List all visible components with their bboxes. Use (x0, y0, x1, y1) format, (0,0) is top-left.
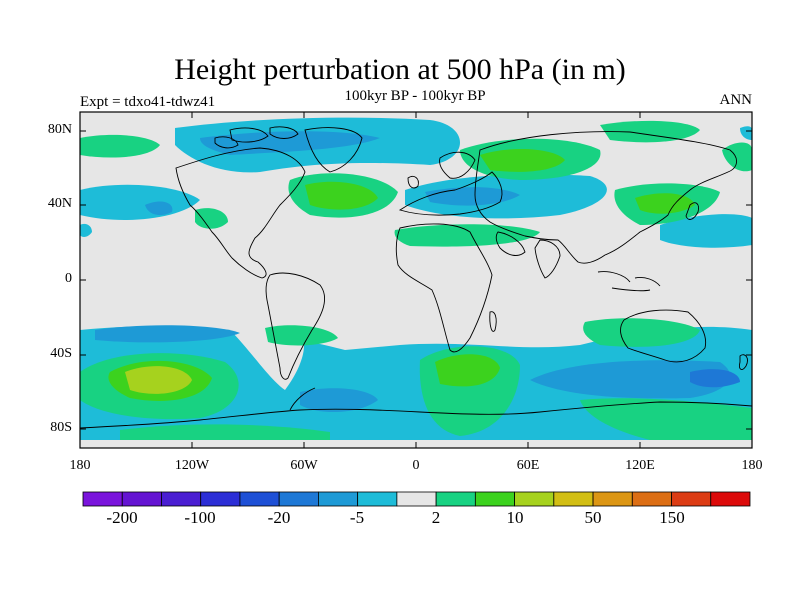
coastlines (80, 126, 752, 429)
contour-green-n-atlantic-2 (305, 181, 378, 210)
contour-green-antarctic (120, 424, 330, 440)
colorbar-label: 50 (584, 508, 602, 527)
coast-india (534, 239, 561, 279)
colorbar-swatch (318, 491, 359, 507)
coast-europe (398, 171, 503, 216)
x-tick-label: 60W (290, 458, 318, 473)
season-label: ANN (719, 92, 753, 108)
colorbar-swatch (121, 491, 162, 507)
x-ticks-bottom (79, 442, 753, 448)
colorbar-label: 2 (431, 508, 441, 527)
colorbar-swatch (514, 491, 555, 507)
y-tick-label: 0 (65, 271, 72, 286)
coast-greenland (304, 127, 363, 173)
coast-arabia (495, 231, 526, 256)
contour-blue-eurasia-dark (425, 187, 520, 206)
y-tick-label: 40S (50, 346, 72, 361)
period-label: 100kyr BP - 100kyr BP (344, 88, 486, 104)
colorbar-label: -100 (184, 508, 216, 527)
coast-south-america (265, 272, 325, 380)
coast-africa (395, 223, 493, 353)
contour-green-middle-east (394, 224, 540, 247)
contour-blue-south-dark-3 (690, 369, 740, 388)
contour-green-s-atlantic-2 (435, 354, 500, 387)
contour-blue-e-pacific (660, 214, 752, 248)
y-tick-label: 80N (47, 122, 72, 137)
coast-australia (620, 309, 707, 363)
colorbar-label: -5 (349, 508, 365, 527)
colorbar-swatch (239, 491, 280, 507)
colorbar-swatch (82, 491, 123, 507)
contour-blue-south-dark-2 (530, 360, 730, 399)
contour-green-nw-atlantic (195, 208, 228, 229)
colorbar-label: 10 (506, 508, 524, 527)
contour-blue-arctic-dark (200, 131, 380, 155)
colorbar-swatch (474, 491, 515, 507)
contour-green-sa (265, 325, 338, 346)
colorbar (82, 491, 751, 507)
colorbar-label: -200 (106, 508, 138, 527)
y-tick-label: 40N (47, 196, 72, 211)
x-ticks-top (79, 112, 753, 118)
colorbar-swatch (553, 491, 594, 507)
x-tick-label: 60E (516, 458, 540, 473)
colorbar-label: 150 (659, 508, 685, 527)
x-tick-label: 120E (625, 458, 655, 473)
colorbar-swatch (278, 491, 319, 507)
colorbar-label: -20 (267, 508, 291, 527)
colorbar-swatch (435, 491, 476, 507)
x-tick-label: 120W (174, 458, 210, 473)
contour-blue-n-pacific-dark (145, 201, 173, 216)
contour-blue-south-dark (95, 325, 240, 343)
colorbar-swatch (671, 491, 712, 507)
coast-asia-north (474, 131, 737, 264)
colorbar-swatch (357, 491, 398, 507)
colorbar-swatch (161, 491, 202, 507)
colorbar-swatch (200, 491, 241, 507)
contour-green-canada (80, 134, 160, 158)
coast-japan (685, 202, 699, 220)
contour-green-se-pacific (580, 398, 752, 440)
colorbar-swatch (710, 491, 751, 507)
coast-scandinavia (439, 151, 476, 179)
coast-indonesia (597, 271, 661, 292)
contour-green-siberia (600, 120, 700, 143)
contour-blue-ne-pacific (740, 126, 752, 140)
x-tick-label: 180 (69, 458, 91, 473)
coast-arctic-islands (214, 126, 299, 149)
colorbar-swatch (592, 491, 633, 507)
contour-green-europe-2 (480, 148, 565, 172)
x-tick-label: 180 (741, 458, 763, 473)
coast-british-isles (407, 175, 419, 189)
axis-ticks (79, 112, 753, 448)
coast-antarctic-peninsula (289, 387, 316, 411)
coast-north-america (175, 147, 306, 279)
contour-fills (80, 117, 752, 440)
colorbar-swatch (631, 491, 672, 507)
colorbar-swatch (396, 491, 437, 507)
contour-yellow-sw-pacific (125, 366, 192, 394)
x-tick-label: 0 (412, 458, 420, 473)
coast-new-zealand (739, 354, 748, 370)
coast-madagascar (489, 311, 497, 332)
y-ticks-left (80, 130, 86, 430)
contour-gray-gap (230, 330, 305, 390)
map-title: Height perturbation at 500 hPa (in m) (174, 53, 626, 86)
contour-blue-w-pacific (80, 223, 92, 237)
experiment-label: Expt = tdxo41-tdwz41 (80, 94, 216, 110)
coast-antarctica (80, 401, 752, 429)
contour-green-aus (583, 318, 700, 347)
contour-blue-south (80, 326, 752, 440)
y-ticks-right (746, 130, 752, 430)
contour-blue-south-dark-4 (300, 388, 378, 413)
y-tick-label: 80S (50, 420, 72, 435)
